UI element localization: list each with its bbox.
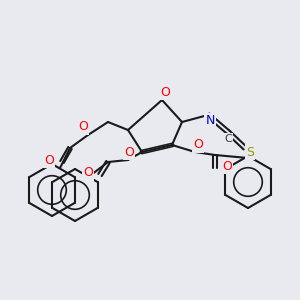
Text: O: O — [160, 85, 170, 98]
Text: O: O — [78, 121, 88, 134]
Text: N: N — [205, 115, 215, 128]
Text: O: O — [124, 146, 134, 158]
Text: O: O — [193, 139, 203, 152]
Text: O: O — [83, 167, 93, 179]
Text: S: S — [246, 146, 254, 158]
Text: O: O — [222, 160, 232, 172]
Text: C: C — [224, 134, 232, 144]
Text: O: O — [44, 154, 54, 166]
